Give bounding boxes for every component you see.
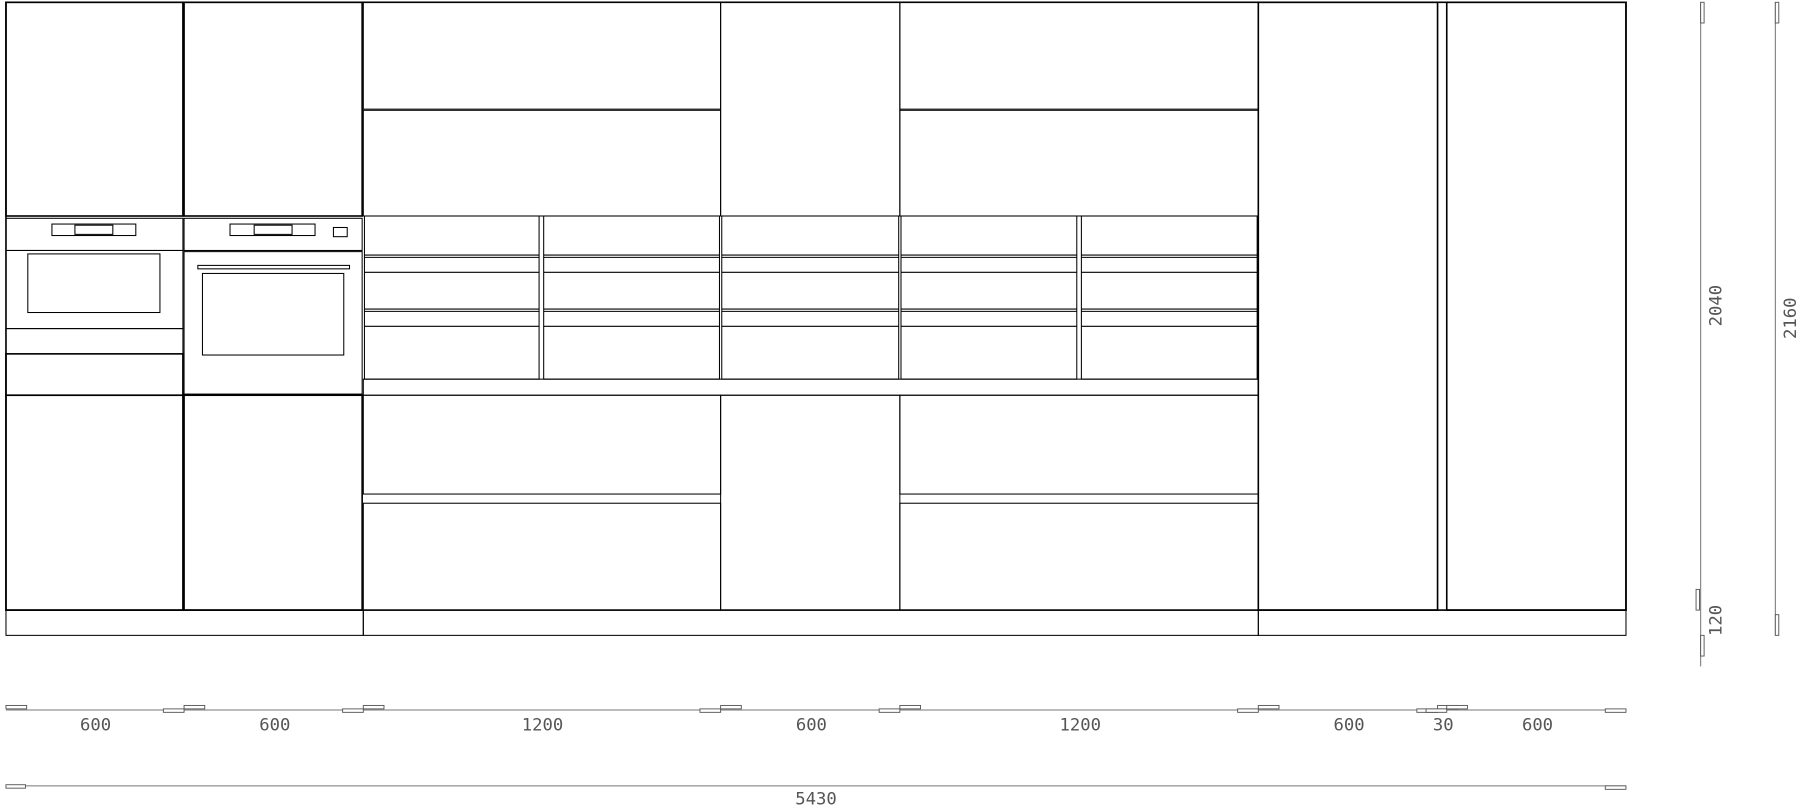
niche-panel bbox=[543, 215, 720, 380]
width-label: 600 bbox=[1522, 716, 1553, 736]
countertop bbox=[362, 378, 1259, 396]
oven-display bbox=[51, 223, 137, 237]
tall-door bbox=[1445, 1, 1627, 611]
plinth bbox=[1257, 609, 1627, 636]
dimension-labels: 600 600 1200 600 1200 600 30 600 5430 20… bbox=[80, 285, 1801, 809]
dimension-tick bbox=[1237, 708, 1259, 713]
total-width-label: 5430 bbox=[795, 789, 836, 809]
oven-door bbox=[183, 251, 363, 395]
dimension-tick bbox=[5, 784, 26, 789]
width-label: 30 bbox=[1433, 716, 1454, 736]
wall-cabinet-door bbox=[720, 1, 901, 217]
base-door bbox=[183, 394, 363, 611]
tall-door bbox=[5, 1, 184, 217]
dimension-tick bbox=[183, 704, 206, 710]
base-door bbox=[720, 394, 901, 611]
oven-handle bbox=[197, 264, 351, 270]
plinth-height-label: 120 bbox=[1706, 605, 1726, 636]
wall-cabinet-door bbox=[362, 109, 722, 217]
niche-panel bbox=[900, 215, 1078, 380]
wall-cabinet-door bbox=[899, 109, 1259, 217]
niche-panel bbox=[363, 215, 540, 380]
dimension-tick bbox=[1695, 588, 1700, 611]
plinth bbox=[362, 609, 1259, 636]
base-drawer bbox=[899, 502, 1259, 611]
width-label: 600 bbox=[80, 716, 111, 736]
dimension-tick bbox=[1774, 1, 1780, 24]
oven-control-panel bbox=[183, 217, 363, 251]
dimension-tick bbox=[1700, 634, 1705, 657]
dimension-tick bbox=[1604, 785, 1627, 790]
dimension-tick bbox=[899, 704, 921, 710]
dimension-tick bbox=[5, 704, 28, 710]
dimension-tick bbox=[1257, 704, 1280, 710]
niche-panel bbox=[1080, 215, 1258, 380]
width-label: 1200 bbox=[1059, 716, 1100, 736]
dimension-tick bbox=[720, 704, 742, 710]
oven-window bbox=[27, 253, 161, 314]
oven-display bbox=[229, 223, 316, 237]
wall-cabinet-door bbox=[362, 1, 722, 110]
tall-door bbox=[1257, 1, 1439, 611]
cabinet-height-label: 2040 bbox=[1706, 285, 1726, 326]
dimension-tick bbox=[1446, 704, 1468, 710]
cabinets bbox=[5, 1, 1627, 636]
width-label: 1200 bbox=[522, 716, 563, 736]
dimension-tick bbox=[362, 704, 385, 710]
base-drawer bbox=[362, 394, 722, 495]
compact-oven-door bbox=[5, 249, 184, 330]
width-label: 600 bbox=[796, 716, 827, 736]
base-door bbox=[5, 394, 184, 611]
dimension-lines bbox=[5, 1, 1780, 790]
wall-cabinet-door bbox=[899, 1, 1259, 110]
elevation-outline bbox=[5, 1, 1627, 611]
oven-window bbox=[201, 272, 345, 356]
dimension-tick bbox=[1425, 708, 1448, 713]
dimension-tick bbox=[162, 708, 185, 713]
base-drawer bbox=[362, 502, 722, 611]
dimension-tick bbox=[878, 708, 901, 713]
dimension-tick bbox=[699, 708, 722, 713]
niche-panel bbox=[721, 215, 900, 380]
width-label: 600 bbox=[1334, 716, 1365, 736]
total-height-label: 2160 bbox=[1781, 298, 1801, 339]
plinth bbox=[5, 609, 364, 636]
dimension-tick bbox=[1774, 614, 1780, 636]
oven-button bbox=[332, 226, 348, 238]
dimension-tick bbox=[1604, 708, 1627, 713]
dimension-tick bbox=[342, 708, 364, 713]
base-drawer bbox=[899, 394, 1259, 495]
drawer bbox=[5, 328, 184, 355]
width-label: 600 bbox=[259, 716, 290, 736]
drawer bbox=[5, 353, 184, 397]
dimension-tick bbox=[1700, 1, 1705, 24]
oven-display-inner bbox=[74, 224, 114, 235]
oven-display-inner bbox=[253, 224, 293, 235]
tall-door bbox=[183, 1, 363, 217]
